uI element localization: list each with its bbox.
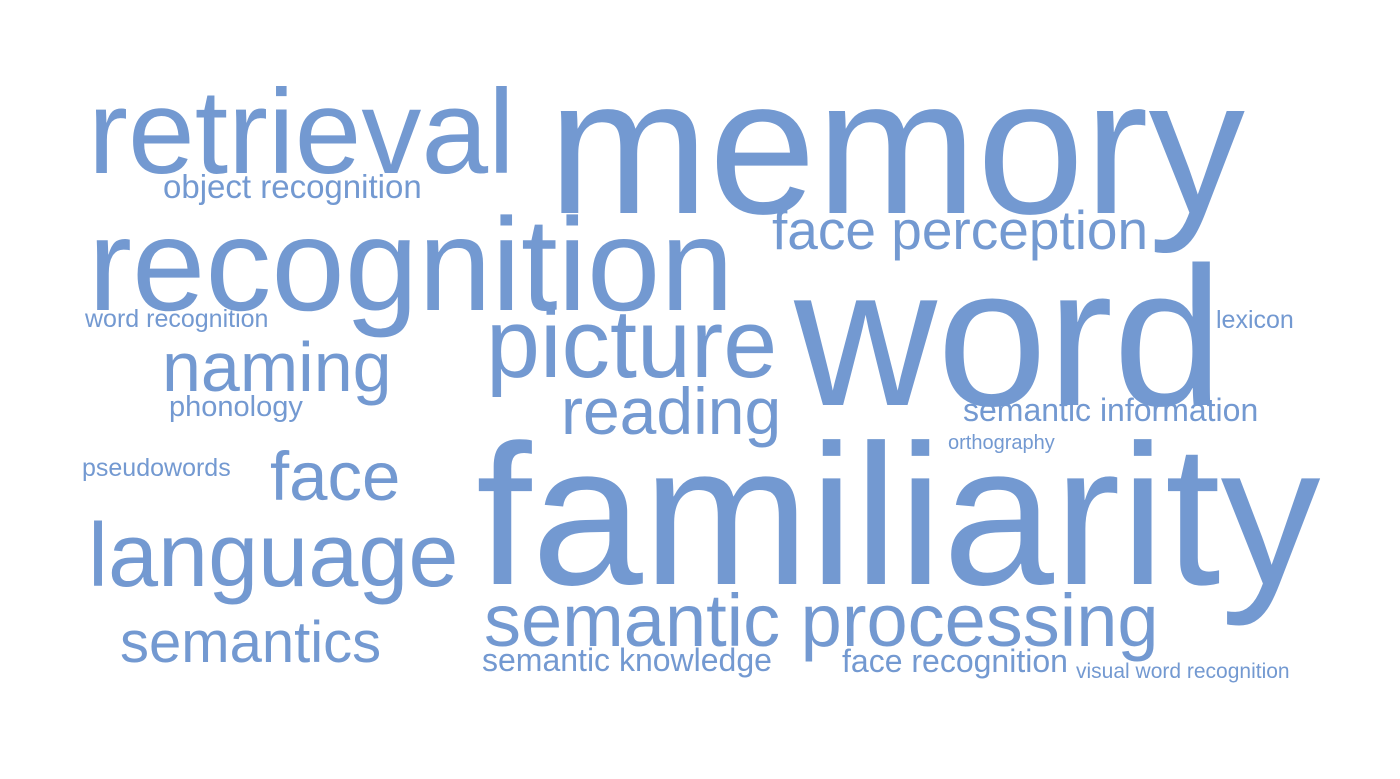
word-naming: naming	[162, 328, 392, 406]
word-recognition: recognition	[88, 191, 734, 338]
word-reading: reading	[561, 374, 782, 448]
word-memory: memory	[548, 38, 1245, 254]
word-face-recognition: face recognition	[842, 643, 1068, 679]
word-retrieval: retrieval	[88, 65, 515, 199]
word-face: face	[270, 438, 401, 515]
word-orthography: orthography	[948, 432, 1055, 454]
word-lexicon: lexicon	[1216, 306, 1294, 334]
word-language: language	[88, 506, 459, 606]
word-word: word	[794, 226, 1224, 447]
word-semantics: semantics	[120, 610, 382, 675]
word-pseudowords: pseudowords	[82, 454, 231, 482]
word-word-recognition: word recognition	[85, 305, 269, 333]
word-face-perception: face perception	[772, 199, 1149, 261]
word-picture: picture	[486, 289, 778, 398]
word-semantic-information: semantic information	[963, 392, 1259, 428]
word-familiarity: familiarity	[476, 404, 1321, 627]
word-semantic-processing: semantic processing	[484, 579, 1159, 662]
word-phonology: phonology	[169, 391, 303, 423]
word-visual-word-recognition: visual word recognition	[1076, 660, 1290, 683]
word-semantic-knowledge: semantic knowledge	[482, 642, 772, 678]
word-object-recognition: object recognition	[163, 168, 422, 205]
